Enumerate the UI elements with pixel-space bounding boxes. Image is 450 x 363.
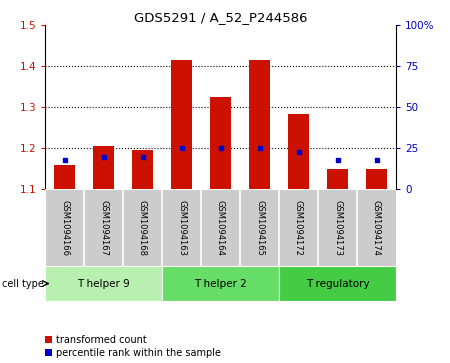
Bar xyxy=(327,169,348,189)
Bar xyxy=(288,114,309,189)
Bar xyxy=(132,150,153,189)
Bar xyxy=(162,266,279,301)
Bar xyxy=(210,97,231,189)
Bar xyxy=(249,60,270,189)
Bar xyxy=(279,266,396,301)
Text: GSM1094164: GSM1094164 xyxy=(216,200,225,256)
Text: GSM1094174: GSM1094174 xyxy=(372,200,381,256)
Legend: transformed count, percentile rank within the sample: transformed count, percentile rank withi… xyxy=(45,335,221,358)
Text: GSM1094167: GSM1094167 xyxy=(99,200,108,256)
Text: T regulatory: T regulatory xyxy=(306,278,369,289)
Title: GDS5291 / A_52_P244586: GDS5291 / A_52_P244586 xyxy=(134,11,307,24)
Text: GSM1094168: GSM1094168 xyxy=(138,200,147,256)
Text: GSM1094166: GSM1094166 xyxy=(60,200,69,256)
Bar xyxy=(93,146,114,189)
Bar xyxy=(366,169,387,189)
Text: GSM1094173: GSM1094173 xyxy=(333,200,342,256)
Text: T helper 9: T helper 9 xyxy=(77,278,130,289)
Text: GSM1094163: GSM1094163 xyxy=(177,200,186,256)
Bar xyxy=(171,60,192,189)
Text: GSM1094172: GSM1094172 xyxy=(294,200,303,256)
Text: T helper 2: T helper 2 xyxy=(194,278,247,289)
Text: GSM1094165: GSM1094165 xyxy=(255,200,264,256)
Bar xyxy=(45,266,162,301)
Bar xyxy=(54,165,75,189)
Text: cell type: cell type xyxy=(2,278,44,289)
